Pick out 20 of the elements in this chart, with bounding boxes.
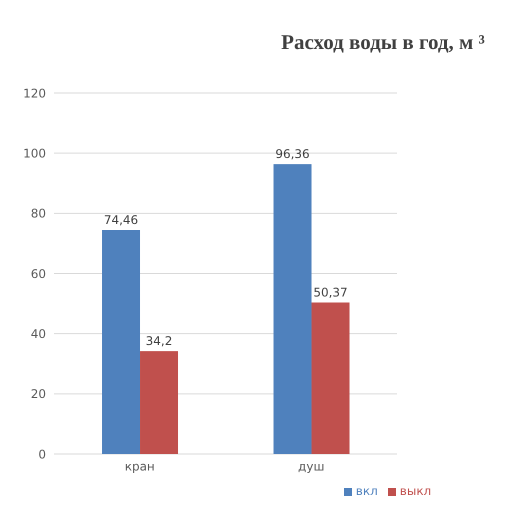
data-label: 74,46	[104, 213, 138, 227]
y-tick-label: 100	[23, 146, 46, 160]
data-label: 50,37	[313, 285, 348, 300]
y-tick-label: 40	[30, 326, 46, 341]
y-tick-label: 80	[30, 206, 46, 221]
chart-title: Расход воды в год, м ³	[280, 30, 486, 55]
bar	[312, 302, 350, 454]
x-tick-label: кран	[124, 460, 155, 474]
x-tick-label: душ	[298, 460, 324, 474]
legend-label: вкл	[356, 484, 378, 498]
data-label: 34,2	[146, 334, 172, 348]
y-tick-label: 60	[30, 266, 46, 281]
bar	[102, 230, 140, 454]
bar	[140, 351, 178, 454]
y-tick-label: 20	[30, 387, 46, 402]
bar	[274, 164, 312, 454]
y-tick-label: 0	[38, 447, 46, 462]
legend-label: выкл	[400, 484, 432, 498]
y-tick-label: 120	[23, 86, 46, 100]
data-label: 96,36	[275, 147, 310, 162]
